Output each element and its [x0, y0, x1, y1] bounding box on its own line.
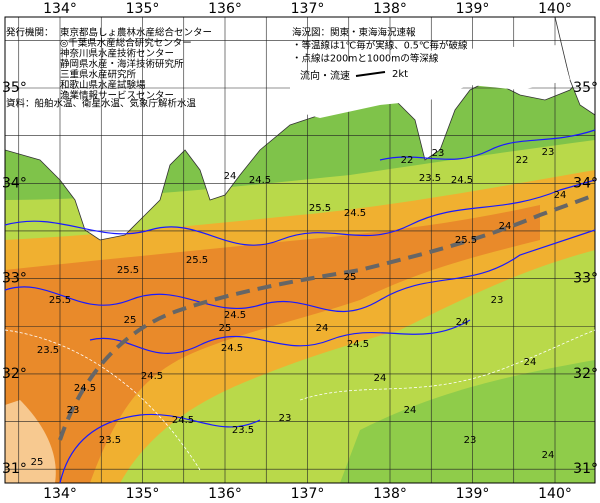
- longitude-label: 139°: [456, 486, 490, 502]
- issuer-organization: ◎千葉県水産総合研究センター: [60, 37, 192, 49]
- latitude-label: 34°: [573, 175, 598, 191]
- contour-label: 24.5: [74, 383, 96, 394]
- current-scale: 2kt: [392, 69, 408, 80]
- sea-patch: [5, 400, 56, 483]
- isotherm-dashed: [4, 329, 201, 471]
- contour-label: 24: [316, 323, 329, 334]
- longitude-label: 138°: [373, 486, 407, 502]
- contour-label: 24: [499, 221, 512, 232]
- latitude-label: 31°: [2, 461, 27, 477]
- longitude-label: 136°: [208, 486, 242, 502]
- contour-label: 23.5: [37, 345, 59, 356]
- contour-label: 25.5: [309, 203, 331, 214]
- longitude-label: 134°: [43, 486, 77, 502]
- source: 資料：船舶水温、衛星水温、気象庁解析水温: [6, 98, 197, 110]
- contour-label: 25: [124, 315, 137, 326]
- contour-label: 23.5: [99, 435, 121, 446]
- longitude-label: 140°: [538, 1, 572, 17]
- contour-label: 24: [224, 171, 237, 182]
- isotherm: [4, 179, 596, 246]
- latitude-label: 33°: [573, 271, 598, 287]
- longitude-label: 137°: [291, 1, 325, 17]
- contour-label: 25.5: [49, 295, 71, 306]
- contour-label: 25: [219, 323, 232, 334]
- grid: [4, 16, 596, 484]
- latitude-label: 31°: [573, 461, 598, 477]
- contour-label: 24.5: [347, 339, 369, 350]
- contour-label: 23: [279, 413, 292, 424]
- contour-label: 24: [456, 317, 469, 328]
- latitude-label: 32°: [2, 366, 27, 382]
- latitude-label: 33°: [2, 271, 27, 287]
- contour-label: 24.5: [141, 371, 163, 382]
- contour-label: 23.5: [419, 173, 441, 184]
- contour-label: 25: [344, 272, 357, 283]
- contour-label: 24.5: [344, 208, 366, 219]
- notes-title: 海況図：関東・東海海況速報: [292, 27, 416, 39]
- contour-label: 24: [374, 373, 387, 384]
- isotherm: [4, 229, 596, 313]
- issuer-organization: 漁業情報サービスセンター: [60, 90, 174, 102]
- isotherm: [59, 413, 261, 484]
- longitude-label: 135°: [126, 486, 160, 502]
- contour-label: 23: [542, 147, 555, 158]
- contour-label: 24.5: [451, 175, 473, 186]
- issuer-organization: 静岡県水産・海洋技術研究所: [60, 58, 184, 70]
- issuer-organization: 神奈川県水産技術センター: [60, 48, 174, 60]
- longitude-label: 138°: [373, 1, 407, 17]
- issuer-organization: 東京都島しょ農林水産総合センター: [60, 27, 212, 39]
- issuer-heading: 発行機関：: [6, 27, 54, 39]
- current-arrow: [355, 71, 386, 77]
- longitude-label: 135°: [126, 1, 160, 17]
- contour-label: 23: [464, 435, 477, 446]
- latitude-label: 34°: [2, 175, 27, 191]
- notes-box: [290, 45, 570, 118]
- contour-label: 22: [401, 155, 414, 166]
- contour-label: 23.5: [232, 425, 254, 436]
- longitude-label: 139°: [456, 1, 490, 17]
- contour-label: 24.5: [172, 415, 194, 426]
- dashed-isotherms: [4, 329, 596, 471]
- longitude-label: 136°: [208, 1, 242, 17]
- issuer-organization: 三重県水産研究所: [60, 69, 137, 81]
- latitude-label: 35°: [2, 80, 27, 96]
- contour-label: 24: [524, 357, 537, 368]
- contour-label: 24: [404, 405, 417, 416]
- contour-label: 25: [31, 457, 44, 468]
- contour-label: 22: [516, 155, 529, 166]
- contour-label: 24.5: [224, 310, 246, 321]
- contour-label: 24: [542, 450, 555, 461]
- longitude-label: 140°: [538, 486, 572, 502]
- contour-label: 24.5: [249, 175, 271, 186]
- contour-label: 25.5: [455, 235, 477, 246]
- latitude-label: 32°: [573, 366, 598, 382]
- notes-line: ・等温線は1℃毎が実線、0.5℃毎が破線: [292, 40, 468, 52]
- contour-label: 25.5: [186, 255, 208, 266]
- contour-label: 24.5: [221, 343, 243, 354]
- isotherm-dashed: [299, 329, 596, 401]
- contour-label: 25.5: [117, 265, 139, 276]
- map-frame: [4, 16, 596, 484]
- current-label: 流向・流速: [300, 69, 350, 82]
- kuroshio-axis: [58, 193, 596, 441]
- notes-line: ・点線は200mと1000mの等深線: [292, 53, 439, 65]
- issuer-organization: 和歌山県水産試験場: [60, 79, 146, 91]
- isotherm: [379, 129, 596, 161]
- longitude-label: 137°: [291, 486, 325, 502]
- contour-label: 23: [67, 405, 80, 416]
- longitude-label: 134°: [43, 1, 77, 17]
- sea-warmest: [5, 205, 540, 483]
- isotherm: [89, 319, 471, 354]
- contour-label: 23: [432, 148, 445, 159]
- isotherms: [4, 129, 596, 484]
- contour-label: 24: [554, 190, 567, 201]
- latitude-label: 35°: [573, 80, 598, 96]
- contour-label: 23: [491, 295, 504, 306]
